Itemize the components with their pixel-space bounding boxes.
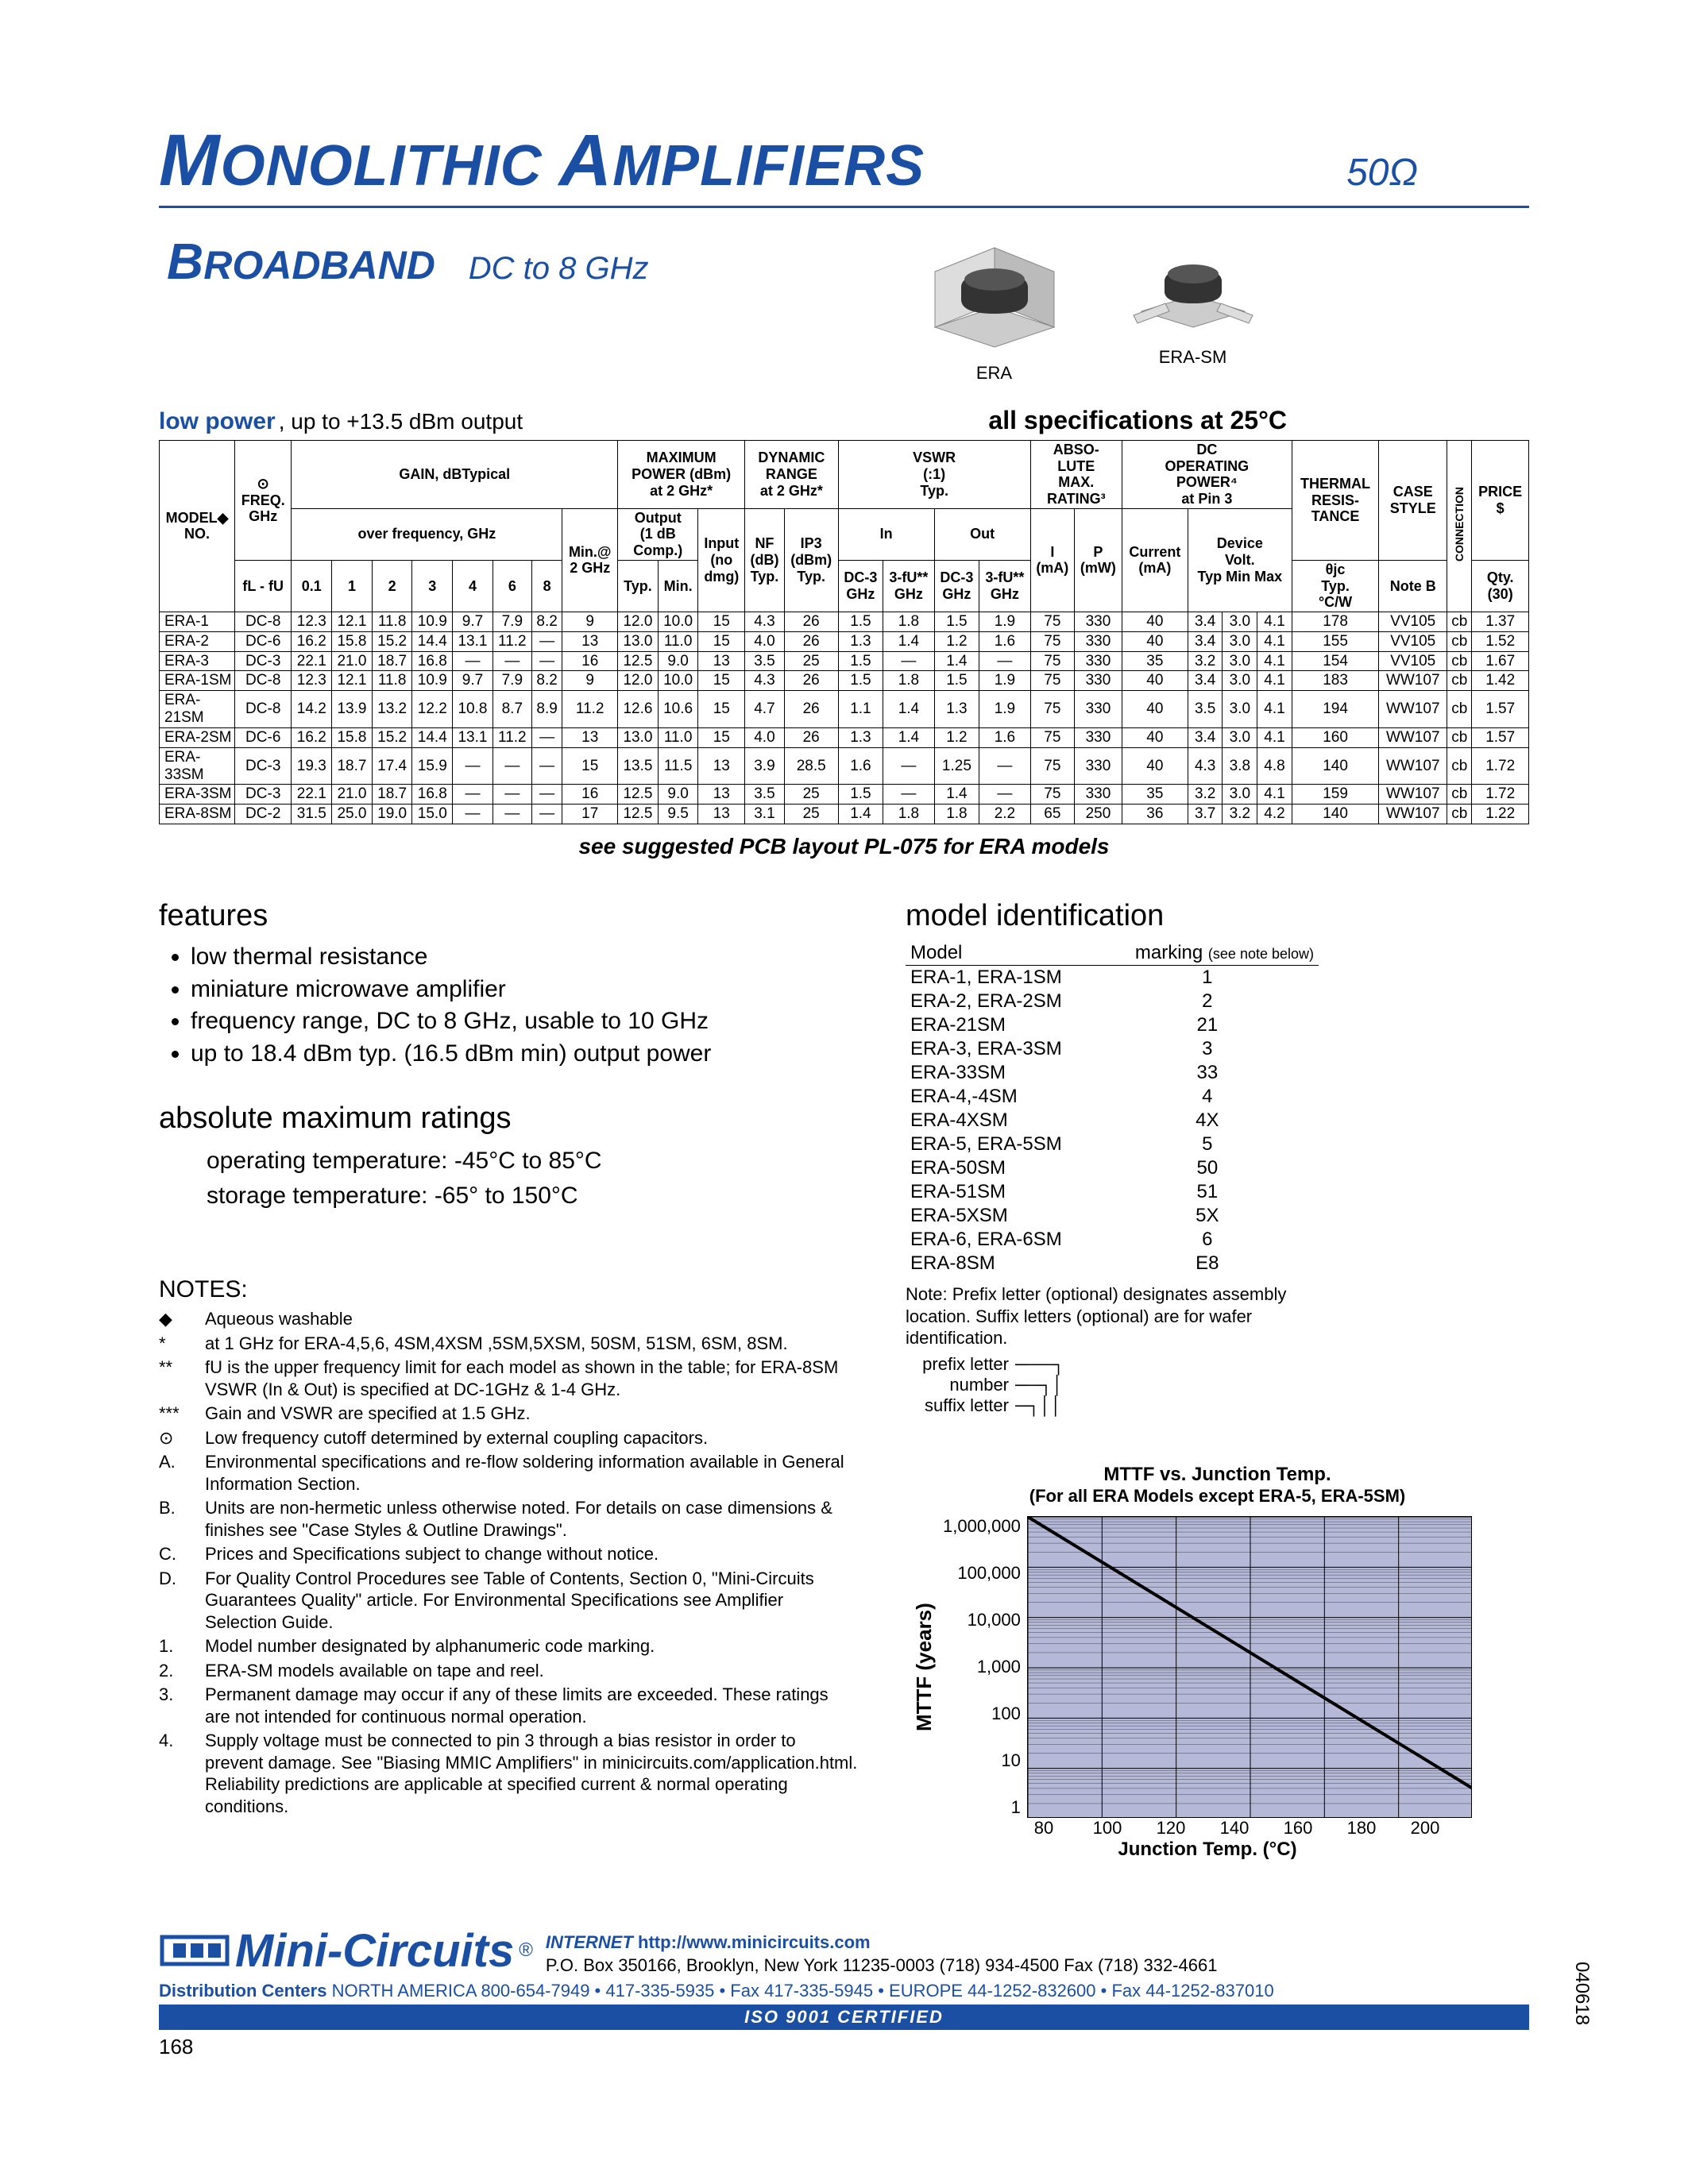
amr-line1: operating temperature: -45°C to 85°C: [207, 1144, 858, 1179]
table-row: ERA-2, ERA-2SM2: [906, 990, 1319, 1013]
brand-logo: Mini-Circuits®: [159, 1924, 533, 1978]
table-row: ERA-33SM33: [906, 1061, 1319, 1085]
package-images: ERA ERA-SM: [903, 232, 1269, 384]
chart-title: MTTF vs. Junction Temp.: [906, 1464, 1529, 1486]
table-row: ERA-50SM50: [906, 1156, 1319, 1180]
table-row: ERA-3SMDC-322.121.018.716.8———1612.59.01…: [160, 785, 1529, 805]
note-row: 2.ERA-SM models available on tape and re…: [159, 1660, 858, 1682]
modelid-note: Note: Prefix letter (optional) designate…: [906, 1283, 1319, 1349]
table-row: ERA-33SMDC-319.318.717.415.9———1513.511.…: [160, 747, 1529, 785]
notes-list: ◆Aqueous washable *at 1 GHz for ERA-4,5,6…: [159, 1308, 858, 1817]
table-row: ERA-2DC-616.215.815.214.413.111.2—1313.0…: [160, 631, 1529, 651]
note-row: B.Units are non-hermetic unless otherwis…: [159, 1497, 858, 1541]
title-bar: MONOLITHIC AMPLIFIERS 50Ω: [159, 119, 1529, 208]
table-row: ERA-1, ERA-1SM1: [906, 966, 1319, 990]
list-item: frequency range, DC to 8 GHz, usable to …: [191, 1005, 858, 1038]
table-row: ERA-1SMDC-812.312.111.810.99.77.98.2912.…: [160, 671, 1529, 691]
note-row: ⊙Low frequency cutoff determined by exte…: [159, 1427, 858, 1449]
notes-heading: NOTES:: [159, 1276, 858, 1303]
page-number: 168: [159, 2035, 1529, 2059]
list-item: low thermal resistance: [191, 941, 858, 974]
mttf-chart: MTTF (years) 1,000,000100,00010,0001,000…: [906, 1516, 1529, 1818]
era-chip-icon: [903, 232, 1086, 359]
era-sm-chip-icon: [1118, 232, 1269, 343]
note-row: C.Prices and Specifications subject to c…: [159, 1543, 858, 1565]
spec-headline: low power , up to +13.5 dBm output all s…: [159, 406, 1529, 435]
note-row: D.For Quality Control Procedures see Tab…: [159, 1568, 858, 1634]
subtitle: BROADBAND DC to 8 GHz: [159, 232, 649, 291]
table-row: ERA-4XSM4X: [906, 1109, 1319, 1133]
table-row: ERA-21SM21: [906, 1013, 1319, 1037]
page-title: MONOLITHIC AMPLIFIERS: [159, 119, 925, 203]
chart-subtitle: (For all ERA Models except ERA-5, ERA-5S…: [906, 1486, 1529, 1507]
features-list: low thermal resistanceminiature microwav…: [159, 941, 858, 1070]
note-row: **fU is the upper frequency limit for ea…: [159, 1356, 858, 1400]
table-row: ERA-4,-4SM4: [906, 1085, 1319, 1109]
list-item: up to 18.4 dBm typ. (16.5 dBm min) outpu…: [191, 1038, 858, 1071]
modelid-heading: model identification: [906, 899, 1529, 933]
note-row: ◆Aqueous washable: [159, 1308, 858, 1330]
features-heading: features: [159, 899, 858, 933]
note-row: 3.Permanent damage may occur if any of t…: [159, 1684, 858, 1727]
note-row: *at 1 GHz for ERA-4,5,6, 4SM,4XSM ,5SM,5…: [159, 1333, 858, 1355]
table-row: ERA-8SMDC-231.525.019.015.0———1712.59.51…: [160, 805, 1529, 824]
list-item: miniature microwave amplifier: [191, 974, 858, 1006]
note-row: ***Gain and VSWR are specified at 1.5 GH…: [159, 1403, 858, 1425]
marking-diagram: prefix letter───┐ number──┐│ suffix lett…: [906, 1354, 1529, 1416]
pcb-note: see suggested PCB layout PL-075 for ERA …: [159, 834, 1529, 859]
iso-bar: ISO 9001 CERTIFIED: [159, 2005, 1529, 2030]
table-row: ERA-3, ERA-3SM3: [906, 1037, 1319, 1061]
amr-heading: absolute maximum ratings: [159, 1102, 858, 1136]
distribution-info: Distribution Centers NORTH AMERICA 800-6…: [159, 1981, 1529, 2001]
note-row: 4.Supply voltage must be connected to pi…: [159, 1730, 858, 1817]
table-row: ERA-2SMDC-616.215.815.214.413.111.2—1313…: [160, 727, 1529, 747]
era-sm-label: ERA-SM: [1118, 347, 1269, 368]
table-row: ERA-8SME8: [906, 1252, 1319, 1275]
table-row: ERA-1DC-812.312.111.810.99.77.98.2912.01…: [160, 612, 1529, 631]
page-footer: Mini-Circuits® INTERNET http://www.minic…: [159, 1924, 1529, 2059]
table-row: ERA-6, ERA-6SM6: [906, 1228, 1319, 1252]
table-row: ERA-21SMDC-814.213.913.212.210.88.78.911…: [160, 691, 1529, 728]
note-row: 1.Model number designated by alphanumeri…: [159, 1635, 858, 1657]
doc-code: 040618: [1570, 1962, 1593, 2025]
table-row: ERA-5, ERA-5SM5: [906, 1133, 1319, 1156]
logo-icon: [159, 1931, 230, 1970]
spec-table: MODEL◆NO.⊙FREQ.GHzGAIN, dBTypicalMAXIMUM…: [159, 440, 1529, 824]
table-row: ERA-5XSM5X: [906, 1204, 1319, 1228]
table-row: ERA-3DC-322.121.018.716.8———1612.59.0133…: [160, 651, 1529, 671]
impedance-label: 50Ω: [1346, 151, 1418, 195]
note-row: A.Environmental specifications and re-fl…: [159, 1451, 858, 1495]
era-label: ERA: [903, 363, 1086, 384]
table-row: ERA-51SM51: [906, 1180, 1319, 1204]
modelid-table: Modelmarking (see note below)ERA-1, ERA-…: [906, 941, 1319, 1275]
amr-line2: storage temperature: -65° to 150°C: [207, 1179, 858, 1214]
